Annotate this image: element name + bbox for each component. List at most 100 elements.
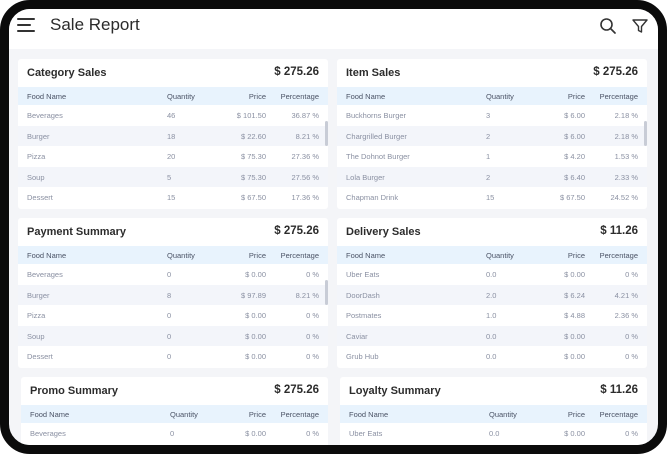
- quantity: 2: [486, 131, 491, 141]
- price: $ 0.00: [245, 352, 266, 361]
- percentage: 8.21 %: [295, 290, 319, 300]
- card-total: $ 11.26: [600, 225, 638, 237]
- food-name: Chapman Drink: [346, 193, 399, 202]
- percentage: 0 %: [306, 270, 319, 279]
- table-header-row: Food Name Quantity Price Percentage: [21, 405, 328, 423]
- card-total: $ 11.26: [600, 384, 638, 396]
- table-row[interactable]: Dessert 15 $ 67.50 17.36 %: [18, 187, 328, 208]
- price: $ 67.50: [240, 193, 266, 202]
- scrollbar[interactable]: [644, 121, 647, 146]
- quantity: 46: [167, 111, 176, 120]
- table-row[interactable]: Grub Hub 0.0 $ 0.00 0 %: [337, 346, 647, 367]
- quantity: 0: [167, 352, 172, 361]
- scrollbar[interactable]: [325, 280, 328, 305]
- table-row[interactable]: Beverages 46 $ 101.50 36.87 %: [18, 105, 328, 126]
- price: $ 75.30: [240, 152, 266, 161]
- table-row[interactable]: Burger 8 $ 97.89 8.21 %: [18, 284, 328, 305]
- card-title: Loyalty Summary: [349, 385, 441, 397]
- col-food-name: Food Name: [346, 251, 386, 260]
- quantity: 20: [167, 152, 176, 161]
- col-percentage: Percentage: [280, 251, 319, 260]
- price: $ 6.24: [564, 290, 585, 300]
- search-icon[interactable]: [599, 17, 617, 35]
- price: $ 97.89: [240, 290, 266, 300]
- quantity: 0: [170, 429, 175, 438]
- food-name: Beverages: [27, 270, 63, 279]
- card-loyalty-summary: Loyalty Summary $ 11.26 Food Name Quanti…: [340, 377, 647, 445]
- table-header-row: Food Name Quantity Price Percentage: [340, 405, 647, 423]
- col-quantity: Quantity: [486, 92, 514, 101]
- card-title: Promo Summary: [30, 385, 119, 397]
- percentage: 4.21 %: [614, 290, 638, 300]
- quantity: 0.0: [486, 270, 497, 279]
- percentage: 0 %: [306, 429, 319, 438]
- food-name: Uber Eats: [346, 270, 380, 279]
- quantity: 0.0: [486, 352, 497, 361]
- quantity: 1: [486, 152, 491, 161]
- table-row[interactable]: Uber Eats 0.0 $ 0.00 0 %: [340, 423, 647, 444]
- col-food-name: Food Name: [30, 410, 70, 419]
- filter-icon[interactable]: [631, 17, 649, 35]
- col-food-name: Food Name: [349, 410, 389, 419]
- table-row[interactable]: Beverages 0 $ 0.00 0 %: [18, 264, 328, 285]
- food-name: Beverages: [27, 111, 63, 120]
- quantity: 15: [167, 193, 176, 202]
- table-row[interactable]: Soup 5 $ 75.30 27.56 %: [18, 166, 328, 187]
- price: $ 75.30: [240, 172, 266, 182]
- col-quantity: Quantity: [486, 251, 514, 260]
- price: $ 0.00: [564, 331, 585, 341]
- quantity: 5: [167, 172, 172, 182]
- col-food-name: Food Name: [27, 251, 67, 260]
- food-name: DoorDash: [346, 290, 380, 300]
- col-food-name: Food Name: [27, 92, 67, 101]
- table-header-row: Food Name Quantity Price Percentage: [337, 246, 647, 264]
- food-name: Burger: [27, 290, 50, 300]
- percentage: 1.53 %: [614, 152, 638, 161]
- col-quantity: Quantity: [489, 410, 517, 419]
- quantity: 2: [486, 172, 491, 182]
- table-row[interactable]: Soup 0 $ 0.00 0 %: [18, 325, 328, 346]
- table-row[interactable]: The Dohnot Burger 1 $ 4.20 1.53 %: [337, 146, 647, 167]
- table-row[interactable]: Dessert 0 $ 0.00 0 %: [18, 346, 328, 367]
- table-row[interactable]: Burger 18 $ 22.60 8.21 %: [18, 125, 328, 146]
- price: $ 0.00: [564, 270, 585, 279]
- table-row[interactable]: Uber Eats 0.0 $ 0.00 0 %: [337, 264, 647, 285]
- quantity: 18: [167, 131, 176, 141]
- percentage: 0 %: [306, 352, 319, 361]
- table-row[interactable]: Pizza 0 $ 0.00 0 %: [18, 305, 328, 326]
- quantity: 0: [167, 311, 172, 320]
- quantity: 2.0: [486, 290, 497, 300]
- percentage: 0 %: [625, 331, 638, 341]
- table-row[interactable]: Chargrilled Burger 2 $ 6.00 2.18 %: [337, 125, 647, 146]
- table-row[interactable]: Beverages 0 $ 0.00 0 %: [21, 423, 328, 444]
- hamburger-menu-icon[interactable]: [17, 17, 37, 35]
- table-row[interactable]: Buckhorns Burger 3 $ 6.00 2.18 %: [337, 105, 647, 126]
- percentage: 24.52 %: [610, 193, 638, 202]
- price: $ 6.40: [564, 172, 585, 182]
- card-category-sales: Category Sales $ 275.26 Food Name Quanti…: [18, 59, 328, 209]
- price: $ 67.50: [559, 193, 585, 202]
- percentage: 0 %: [306, 311, 319, 320]
- percentage: 2.36 %: [614, 311, 638, 320]
- percentage: 27.36 %: [291, 152, 319, 161]
- table-row[interactable]: Chapman Drink 15 $ 67.50 24.52 %: [337, 187, 647, 208]
- percentage: 2.18 %: [614, 131, 638, 141]
- food-name: Soup: [27, 331, 45, 341]
- table-row[interactable]: DoorDash 2.0 $ 6.24 4.21 %: [337, 284, 647, 305]
- card-title: Delivery Sales: [346, 226, 421, 238]
- card-title: Category Sales: [27, 67, 107, 79]
- col-percentage: Percentage: [599, 92, 638, 101]
- table-row[interactable]: Caviar 0.0 $ 0.00 0 %: [337, 325, 647, 346]
- price: $ 0.00: [245, 429, 266, 438]
- card-title: Payment Summary: [27, 226, 127, 238]
- price: $ 0.00: [564, 352, 585, 361]
- col-food-name: Food Name: [346, 92, 386, 101]
- table-row[interactable]: Pizza 20 $ 75.30 27.36 %: [18, 146, 328, 167]
- percentage: 17.36 %: [291, 193, 319, 202]
- table-row[interactable]: Postmates 1.0 $ 4.88 2.36 %: [337, 305, 647, 326]
- scrollbar[interactable]: [325, 121, 328, 146]
- table-row[interactable]: Lola Burger 2 $ 6.40 2.33 %: [337, 166, 647, 187]
- price: $ 0.00: [564, 429, 585, 438]
- percentage: 0 %: [306, 331, 319, 341]
